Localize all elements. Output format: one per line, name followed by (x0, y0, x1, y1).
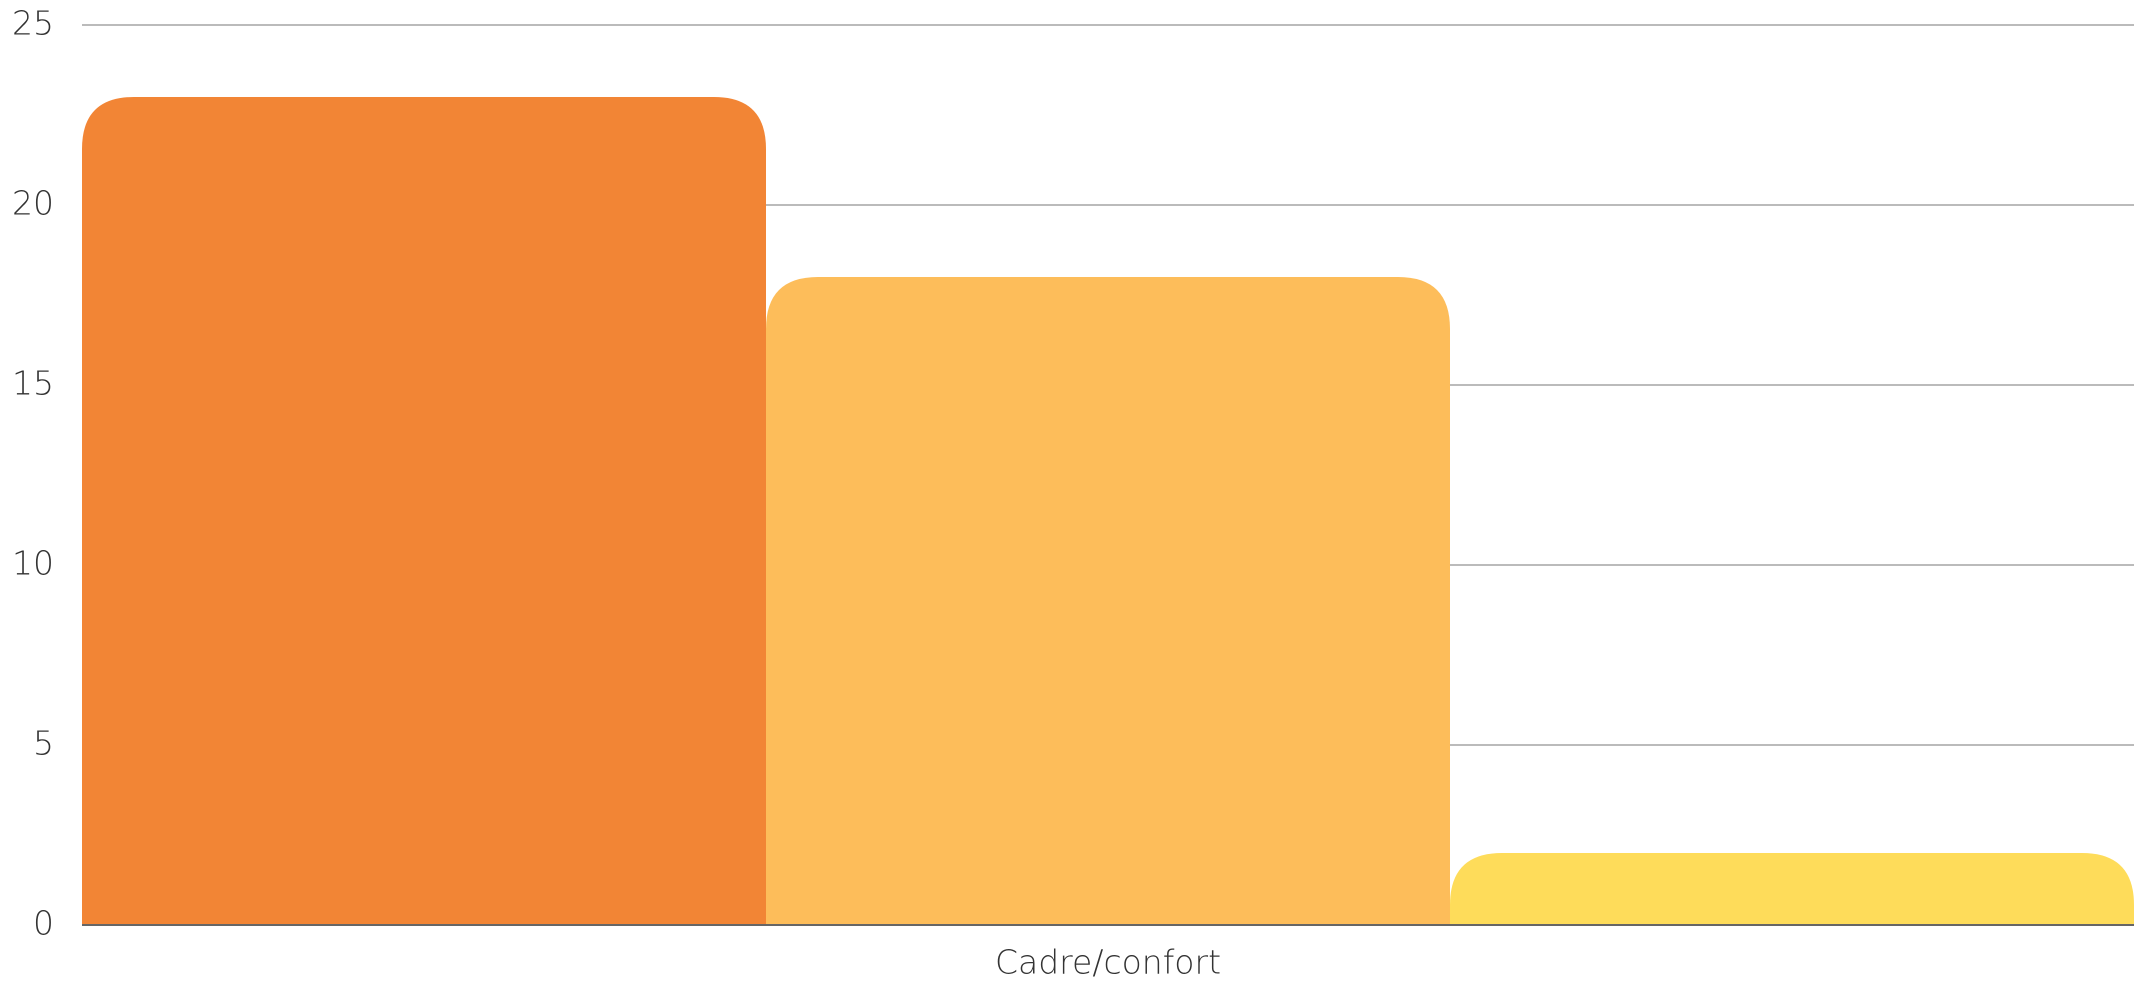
y-tick-label: 10 (12, 544, 54, 583)
bar (766, 277, 1450, 925)
y-tick-label: 25 (12, 4, 54, 43)
bar (1450, 853, 2134, 925)
y-tick-label: 5 (33, 724, 54, 763)
y-tick-label: 20 (12, 184, 54, 223)
y-tick-label: 15 (12, 364, 54, 403)
x-tick-label: Cadre/confort (995, 943, 1221, 982)
y-tick-label: 0 (33, 904, 54, 943)
bar (82, 97, 766, 925)
